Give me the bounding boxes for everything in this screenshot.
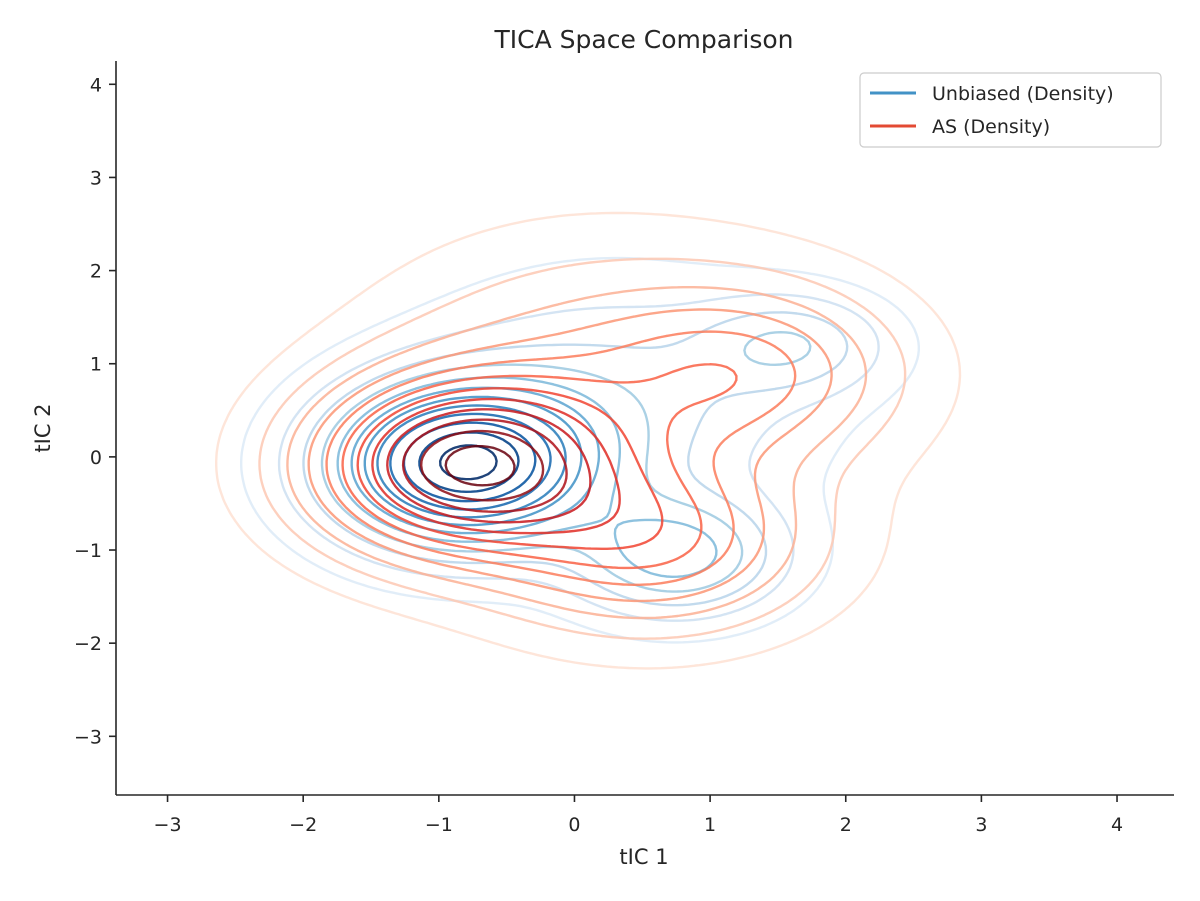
- x-tick-label: −2: [289, 814, 317, 836]
- x-ticks: −3 −2 −1 0 1 2 3 4: [154, 795, 1123, 836]
- legend-label-unbiased: Unbiased (Density): [932, 83, 1114, 105]
- y-tick-label: −2: [74, 633, 102, 655]
- unbiased-contour-level-9: [389, 412, 552, 511]
- chart-title: TICA Space Comparison: [494, 25, 794, 54]
- x-tick-label: 0: [568, 814, 580, 836]
- y-tick-label: 2: [90, 261, 102, 283]
- unbiased-contour-level-2: [277, 293, 880, 622]
- y-tick-label: 1: [90, 354, 102, 376]
- as-contour-level-9: [386, 408, 592, 524]
- as-contour-level-1: [215, 211, 962, 670]
- axes: [115, 61, 1174, 796]
- contour-layer: [215, 211, 962, 670]
- legend: Unbiased (Density) AS (Density): [859, 72, 1162, 148]
- y-tick-label: −3: [74, 726, 102, 748]
- unbiased-contour-level-12: [439, 444, 498, 481]
- as-contour-level-2: [258, 257, 907, 640]
- x-tick-label: −3: [154, 814, 182, 836]
- as-contour-level-7: [356, 387, 664, 550]
- x-axis-label: tIC 1: [619, 845, 668, 869]
- y-axis-label: tIC 2: [31, 403, 55, 452]
- y-tick-label: 0: [90, 447, 102, 469]
- as-contour-level-11: [420, 429, 545, 502]
- y-ticks: −3 −2 −1 0 1 2 3 4: [74, 74, 116, 748]
- legend-label-as: AS (Density): [932, 116, 1050, 138]
- x-tick-label: −1: [425, 814, 453, 836]
- as-contour-level-4: [307, 308, 833, 603]
- x-tick-label: 2: [840, 814, 852, 836]
- legend-frame: [859, 72, 1162, 148]
- x-tick-label: 3: [975, 814, 987, 836]
- as-contour-level-5: [325, 330, 797, 586]
- unbiased-contour-level-1: [240, 256, 920, 644]
- as-contour-level-10: [401, 418, 568, 513]
- unbiased-contour-level-7: [363, 395, 583, 527]
- x-tick-label: 1: [704, 814, 716, 836]
- as-contour-level-3: [286, 286, 868, 620]
- as-contour-level-8: [371, 397, 621, 535]
- as-contour-level-12: [444, 444, 516, 487]
- unbiased-contour-level-5: [336, 376, 718, 578]
- y-tick-label: 4: [90, 74, 102, 96]
- y-tick-label: 3: [90, 167, 102, 189]
- as-contour-level-6: [341, 363, 738, 570]
- y-tick-label: −1: [74, 540, 102, 562]
- x-tick-label: 4: [1111, 814, 1123, 836]
